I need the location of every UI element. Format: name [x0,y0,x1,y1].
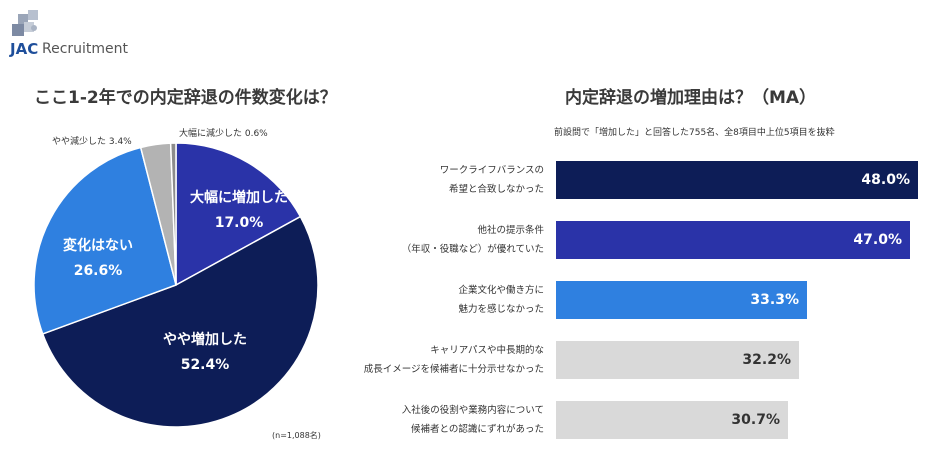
bar-row: 入社後の役割や業務内容について候補者との認識にずれがあった 30.7% [0,399,940,441]
pie-slice [175,142,302,287]
pie-label-no-change-name: 変化はない [63,238,133,254]
pie-label-slight-increase-value: 52.4% [180,357,230,374]
bar-category-label: 入社後の役割や業務内容について候補者との認識にずれがあった [284,399,544,441]
pie-label-large-increase: 大幅に増加した 17.0% [176,190,302,231]
bar-row: 企業文化や働き方に 魅力を感じなかった 33.3% [0,279,940,321]
bar-chart-title: 内定辞退の増加理由は？（MA） [565,88,817,108]
bar-value-label: 33.3% [750,292,799,308]
bar-category-line: 希望と合致しなかった [448,184,544,195]
bar-category-line: 成長イメージを候補者に十分示せなかった [363,364,544,375]
pie-chart-title: ここ1-2年での内定辞退の件数変化は？ [34,88,337,108]
bar [556,161,918,199]
bar-value-label: 30.7% [731,412,780,428]
bar-category-line: 他社の提示条件 [477,225,544,236]
bar [556,281,807,319]
pie-label-slight-increase-name: やや増加した [163,332,247,348]
bar-category-label: ワークライフバランスの希望と合致しなかった [284,159,544,201]
jac-recruitment-logo: JAC Recruitment [8,8,148,62]
pie-label-large-increase-value: 17.0% [214,215,264,232]
pie-label-large-decrease: 大幅に減少した 0.6% [179,129,268,139]
logo-jac-text: JAC [10,40,39,58]
puzzle-logo-icon [12,10,38,36]
bar-category-label: 企業文化や働き方に 魅力を感じなかった [284,279,544,321]
bar-category-line: キャリアパスや中長期的な [430,345,544,356]
bar-value-label: 48.0% [861,172,910,188]
pie-slice [41,215,319,428]
bar-row: ワークライフバランスの希望と合致しなかった 48.0% [0,159,940,201]
pie-label-large-increase-name: 大幅に増加した [190,190,288,206]
bar [556,401,788,439]
bar-chart-subtitle: 前設問で「増加した」と回答した755名、全8項目中上位5項目を抜粋 [554,128,835,138]
pie-label-slight-decrease: やや減少した 3.4% [52,137,132,147]
bar-category-line: 企業文化や働き方に [458,285,544,296]
bar-category-line: ワークライフバランスの [439,165,544,176]
bar-value-label: 32.2% [742,352,791,368]
bar-category-line: 入社後の役割や業務内容について [401,405,544,416]
bar-category-line: 魅力を感じなかった [458,304,544,315]
pie-slice [33,146,177,335]
bar-row: 他社の提示条件 （年収・役職など）が優れていた 47.0% [0,219,940,261]
pie-slice [169,142,177,286]
bar-category-line: 候補者との認識にずれがあった [410,424,544,435]
logo-recruitment-text: Recruitment [42,41,129,57]
bar-value-label: 47.0% [853,232,902,248]
sample-size-note: (n=1,088名) [272,431,321,440]
bar [556,221,910,259]
bar-category-label: キャリアパスや中長期的な成長イメージを候補者に十分示せなかった [284,339,544,381]
bar-row: キャリアパスや中長期的な成長イメージを候補者に十分示せなかった 32.2% [0,339,940,381]
bar-category-line: （年収・役職など）が優れていた [401,244,544,255]
bar [556,341,799,379]
bar-category-label: 他社の提示条件 （年収・役職など）が優れていた [284,219,544,261]
pie-label-no-change: 変化はない 26.6% [52,238,144,279]
pie-label-no-change-value: 26.6% [73,263,123,280]
pie-label-slight-increase: やや増加した 52.4% [140,332,270,373]
